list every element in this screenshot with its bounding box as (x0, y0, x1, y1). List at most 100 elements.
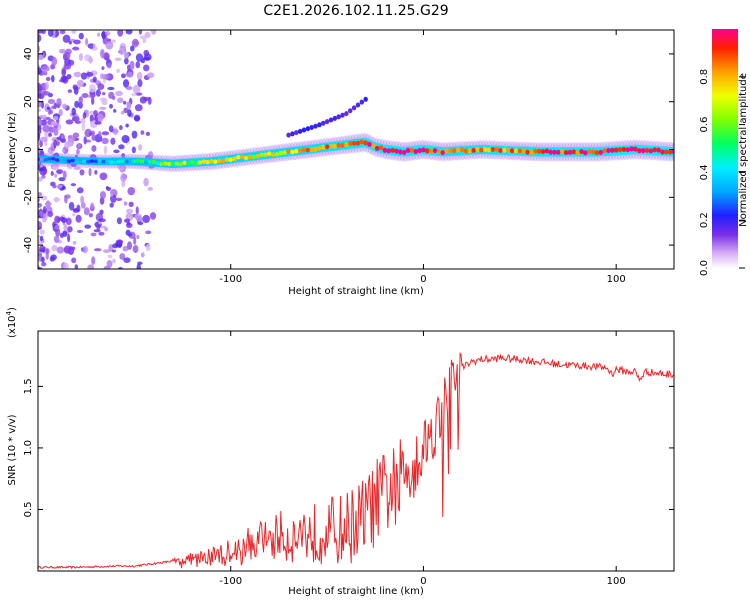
noise-speckle (41, 256, 45, 263)
noise-speckle (143, 64, 150, 72)
ridge-core (463, 148, 469, 154)
noise-speckle (125, 208, 134, 214)
noise-speckle (59, 48, 66, 54)
noise-speckle (50, 254, 57, 261)
ridge-core (124, 159, 129, 164)
ridge-core (43, 158, 48, 162)
noise-speckle (114, 57, 122, 61)
ridge-core (455, 147, 461, 153)
noise-speckle (90, 202, 95, 210)
noise-speckle (38, 125, 42, 131)
noise-speckle (45, 76, 51, 81)
noise-speckle (47, 210, 54, 218)
noise-speckle (105, 40, 114, 50)
ridge-core (432, 148, 438, 154)
branch-mark (328, 117, 334, 123)
noise-speckle (104, 30, 111, 36)
noise-speckle (45, 248, 50, 255)
ridge-core (267, 151, 272, 156)
noise-speckle (38, 234, 41, 239)
ridge-core (671, 149, 674, 155)
noise-speckle (88, 84, 97, 93)
noise-speckle (55, 227, 61, 237)
ridge-core (344, 142, 349, 148)
noise-speckle (125, 222, 133, 229)
noise-speckle (101, 131, 110, 136)
noise-speckle (41, 261, 47, 267)
ridge-core (521, 148, 526, 154)
noise-speckle (123, 257, 131, 263)
noise-speckle (96, 223, 101, 231)
noise-speckle (53, 102, 57, 110)
ridge-core (93, 159, 99, 164)
noise-speckle (110, 137, 116, 145)
noise-speckle (126, 64, 131, 71)
ridge-core (629, 146, 634, 152)
noise-speckle (131, 130, 138, 139)
noise-speckle (93, 109, 98, 117)
ridge-core (74, 159, 79, 164)
branch-mark (297, 128, 303, 134)
ridge-core (587, 149, 592, 155)
noise-speckle (127, 233, 133, 237)
noise-speckle (99, 73, 104, 80)
ridge-core (425, 148, 430, 154)
snr-ticks: -100 0 100 0.5 1.0 1.5 (23, 331, 674, 587)
noise-speckle (151, 30, 157, 35)
noise-speckle (135, 61, 141, 69)
noise-speckle (64, 195, 68, 204)
noise-speckle (78, 96, 83, 104)
noise-speckle (81, 93, 89, 99)
noise-speckle (61, 186, 66, 190)
noise-speckle (127, 241, 133, 250)
ridge-core (621, 146, 627, 152)
ridge-core (467, 148, 472, 154)
ridge-core (143, 161, 149, 166)
noise-speckle (42, 206, 47, 214)
noise-speckle (71, 30, 77, 34)
ridge-core (602, 148, 607, 154)
ridge-core (78, 158, 83, 162)
noise-speckle (112, 243, 119, 249)
ridge-core (178, 162, 183, 167)
noise-speckle (94, 169, 98, 175)
noise-speckle (133, 236, 137, 245)
ridge-core (58, 157, 64, 161)
noise-speckle (79, 169, 85, 176)
noise-speckle (122, 245, 129, 252)
snr-xlabel: Height of straight line (km) (288, 586, 424, 597)
noise-speckle (84, 224, 92, 229)
spectrogram-ytick-label: 0 (23, 146, 34, 152)
ridge-core (509, 148, 515, 154)
noise-speckle (38, 223, 41, 228)
ridge-core (97, 158, 102, 163)
snr-xtick-label: 100 (607, 576, 626, 587)
ridge-core (232, 156, 237, 161)
noise-speckle (105, 186, 109, 190)
ridge-core (116, 159, 122, 164)
noise-speckle (136, 263, 141, 269)
noise-speckle (121, 134, 130, 144)
noise-speckle (129, 60, 135, 70)
ridge-core (286, 148, 291, 154)
noise-speckle (76, 148, 80, 155)
noise-speckle (93, 248, 102, 252)
noise-speckle (56, 169, 64, 174)
ridge-core (598, 149, 603, 155)
noise-speckle (71, 107, 77, 116)
noise-speckle (71, 246, 76, 251)
ridge-core (236, 154, 241, 160)
ridge-core (166, 161, 172, 167)
ridge-core (536, 148, 542, 154)
noise-speckle (76, 187, 84, 194)
noise-speckle (113, 109, 117, 113)
noise-speckle (38, 176, 43, 182)
branch-mark (324, 119, 330, 125)
noise-speckle (59, 216, 65, 221)
ridge-core (112, 160, 118, 165)
ridge-core (270, 152, 276, 157)
branch-mark (321, 120, 326, 126)
noise-speckle (48, 109, 54, 115)
noise-speckle (38, 192, 43, 197)
noise-speckle (101, 30, 106, 40)
